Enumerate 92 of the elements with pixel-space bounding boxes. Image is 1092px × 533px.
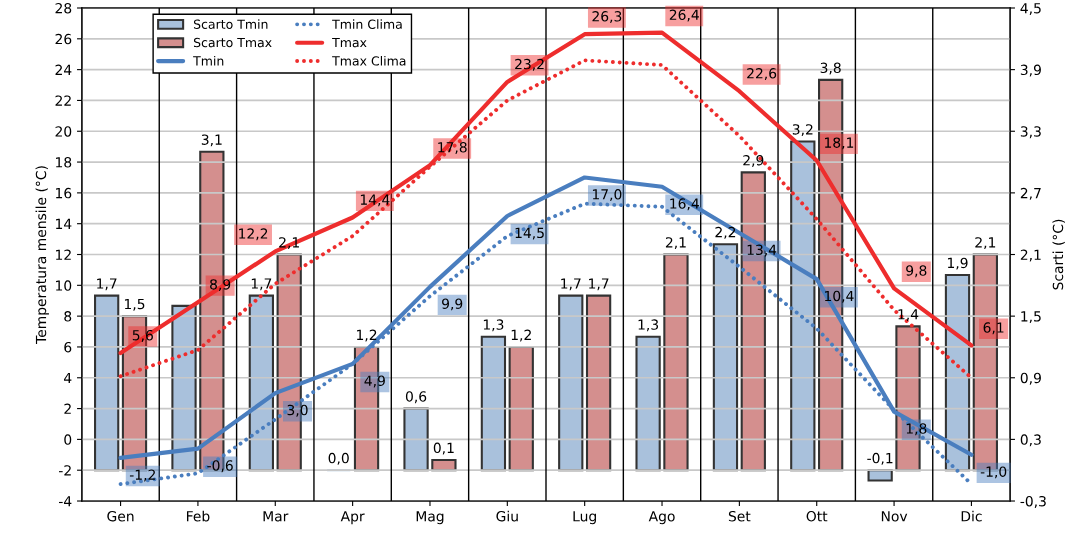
data-label: 18,1 bbox=[825, 137, 854, 150]
data-label: 6,1 bbox=[983, 322, 1004, 335]
data-label: 0,6 bbox=[405, 391, 427, 404]
data-label: 23,2 bbox=[515, 58, 544, 71]
data-label: 22,6 bbox=[747, 68, 777, 80]
x-tick-label: Mag bbox=[416, 511, 444, 525]
y2-tick-label: 1,5 bbox=[1021, 311, 1041, 324]
data-label: 1,7 bbox=[97, 278, 117, 291]
x-tick-label: Nov bbox=[881, 511, 908, 522]
data-label: 3,0 bbox=[287, 404, 308, 417]
data-label: 13,4 bbox=[747, 244, 777, 257]
y2-tick-label: 4,5 bbox=[1020, 3, 1041, 15]
legend-label: Tmax Clima bbox=[332, 55, 406, 66]
y-tick-label: 26 bbox=[55, 33, 72, 45]
y-tick-label: -4 bbox=[59, 496, 72, 507]
y2-tick-label: 0,3 bbox=[1020, 434, 1041, 447]
y-tick-label: 0 bbox=[64, 434, 72, 445]
legend-label: Tmin bbox=[193, 55, 224, 66]
y-axis-title: Temperatura mensile (°C) bbox=[35, 166, 49, 345]
y-tick-label: -2 bbox=[59, 465, 71, 476]
data-label: 1,9 bbox=[947, 257, 968, 270]
data-label: 14,5 bbox=[515, 227, 544, 240]
legend-label: Scarto Tmin bbox=[193, 19, 268, 29]
data-label: -1,2 bbox=[129, 469, 155, 482]
data-label: 2,1 bbox=[665, 237, 686, 250]
y2-tick-label: 2,7 bbox=[1020, 187, 1041, 200]
data-label: 1,7 bbox=[561, 278, 581, 291]
y-tick-label: 6 bbox=[64, 341, 72, 353]
y-tick-label: 8 bbox=[64, 311, 72, 322]
data-label: 9,8 bbox=[906, 265, 927, 278]
y2-tick-label: 0,9 bbox=[1020, 372, 1041, 385]
x-tick-label: Ott bbox=[806, 510, 828, 522]
data-label: 1,2 bbox=[511, 329, 531, 342]
y-tick-label: 12 bbox=[56, 249, 71, 260]
data-label: 2,9 bbox=[743, 154, 764, 167]
data-label: 3,2 bbox=[792, 124, 813, 137]
data-label: 1,7 bbox=[251, 278, 272, 291]
data-label: 0,0 bbox=[328, 452, 349, 465]
data-label: 26,4 bbox=[669, 9, 699, 22]
y-tick-label: 18 bbox=[56, 157, 72, 168]
y-tick-label: 4 bbox=[64, 372, 72, 384]
data-label: 17,8 bbox=[438, 142, 467, 154]
y-tick-label: 2 bbox=[64, 403, 71, 414]
y-tick-label: 24 bbox=[55, 64, 72, 75]
y-tick-label: 14 bbox=[56, 218, 72, 229]
data-label: 17,0 bbox=[592, 189, 622, 201]
y2-tick-label: 3,3 bbox=[1020, 126, 1041, 139]
y-tick-label: 10 bbox=[56, 280, 72, 291]
data-label: 26,3 bbox=[592, 11, 622, 23]
data-label: 1,5 bbox=[124, 298, 145, 311]
legend-label: Tmax bbox=[332, 37, 367, 48]
x-tick-label: Mar bbox=[263, 511, 289, 522]
data-label: 3,8 bbox=[820, 62, 841, 75]
data-label: 1,3 bbox=[483, 319, 504, 332]
x-tick-label: Ago bbox=[648, 511, 675, 525]
data-label: 14,4 bbox=[360, 194, 390, 207]
data-label: 0,1 bbox=[433, 442, 454, 455]
y2-tick-label: 3,9 bbox=[1020, 64, 1041, 77]
data-label: 4,9 bbox=[364, 375, 385, 388]
data-label: 2,2 bbox=[715, 226, 736, 239]
data-label: 8,9 bbox=[210, 279, 231, 292]
data-label: -1,0 bbox=[980, 466, 1007, 479]
x-tick-label: Apr bbox=[340, 511, 365, 525]
data-label: 16,4 bbox=[670, 198, 699, 211]
y-tick-label: 22 bbox=[55, 95, 71, 106]
y-tick-label: 16 bbox=[56, 187, 72, 199]
data-label: 5,6 bbox=[132, 329, 153, 342]
data-label: 9,9 bbox=[442, 298, 463, 311]
x-tick-label: Set bbox=[728, 510, 751, 522]
x-tick-label: Lug bbox=[573, 511, 596, 525]
y2-axis-title: Scarti (°C) bbox=[1052, 219, 1065, 290]
y2-tick-label: 2,1 bbox=[1020, 249, 1041, 262]
y-tick-label: 28 bbox=[55, 2, 72, 14]
data-label: 12,2 bbox=[239, 228, 268, 241]
x-tick-label: Feb bbox=[186, 510, 210, 522]
data-label: 10,4 bbox=[825, 290, 854, 303]
data-label: 3,1 bbox=[201, 134, 222, 147]
legend-label: Scarto Tmax bbox=[193, 37, 272, 48]
data-label: 2,1 bbox=[975, 237, 996, 250]
data-label: 1,4 bbox=[898, 309, 919, 321]
x-tick-label: Dic bbox=[961, 510, 982, 522]
data-label: 1,3 bbox=[638, 319, 659, 332]
data-label: 1,8 bbox=[906, 423, 927, 436]
x-tick-label: Gen bbox=[107, 510, 134, 522]
data-label: -0,1 bbox=[867, 452, 893, 465]
y2-tick-label: -0,3 bbox=[1020, 495, 1046, 508]
x-tick-label: Giu bbox=[496, 510, 518, 522]
y-tick-label: 20 bbox=[55, 126, 72, 137]
data-label: -0,6 bbox=[207, 460, 233, 473]
data-label: 1,7 bbox=[589, 278, 609, 291]
legend-label: Tmin Clima bbox=[332, 19, 402, 29]
data-label: 1,2 bbox=[357, 329, 377, 342]
